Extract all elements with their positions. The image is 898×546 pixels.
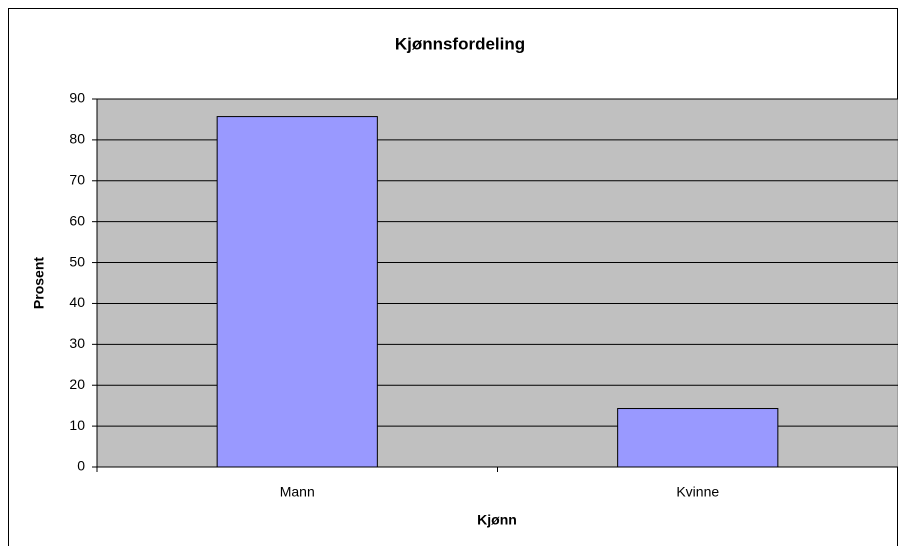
y-tick-label: 90 [69,90,85,106]
y-tick-label: 80 [69,131,85,147]
x-tick-label: Mann [280,484,315,500]
bar [617,408,779,468]
y-tick-label: 60 [69,212,85,228]
y-tick-label: 10 [69,417,85,433]
y-tick-label: 0 [77,458,85,474]
x-tick-label: Kvinne [676,484,719,500]
y-tick-label: 40 [69,294,85,310]
bar [216,116,378,468]
x-axis-label: Kjønn [477,512,517,528]
y-tick-label: 20 [69,376,85,392]
y-tick-label: 30 [69,335,85,351]
y-tick-label: 70 [69,171,85,187]
y-tick-label: 50 [69,253,85,269]
chart-title: Kjønnsfordeling [395,34,525,53]
y-axis-label: Prosent [31,257,47,309]
